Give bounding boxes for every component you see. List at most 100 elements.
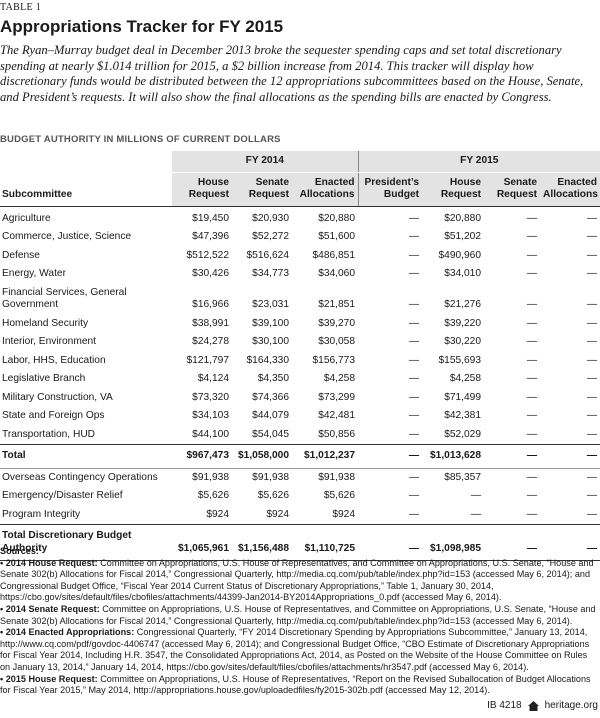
table-row: Homeland Security $38,991 $39,100 $39,270 — $… [0,315,600,334]
cell: $42,481 [318,410,356,421]
table-row: Energy, Water $30,426 $34,773 $34,060 — $34,0… [0,265,600,284]
title: Appropriations Tracker for FY 2015 [0,17,284,36]
column-header-row: Subcommittee House Request Senate Request E… [0,172,600,207]
cell: $1,065,961 [172,524,232,561]
source-lead: • 2014 House Request: [0,557,98,568]
cell: — [408,354,420,366]
row-name: Defense [2,249,40,261]
source-lead: • 2015 House Request: [0,673,98,684]
cell: — [526,317,538,329]
cell: — [526,471,538,483]
cell: $924 [206,508,229,520]
source-text: Congressional Quarterly, “FY 2014 Discre… [0,627,590,672]
cell: $1,110,725 [292,524,359,561]
cell: — [408,410,420,421]
row-name: Homeland Security [2,317,89,329]
cell: $51,600 [318,231,356,242]
column-header: House Request [422,172,485,207]
blank-cell [0,151,172,173]
row-name: Labor, HHS, Education [2,354,106,366]
source-text: Committee on Appropriations, U.S. House … [0,603,596,626]
cell: — [586,336,598,347]
cell: — [586,317,598,329]
cell: — [408,299,420,310]
cell: $47,396 [192,231,229,242]
cell: $34,060 [318,268,356,279]
cell: $42,381 [444,410,482,421]
cell: $85,357 [444,471,482,483]
cell: $44,100 [192,428,229,440]
cell: $121,797 [186,354,230,366]
table-row: Emergency/Disaster Relief $5,626 $5,626 $5,… [0,487,600,506]
column-header: Subcommittee [0,172,172,207]
cell: — [408,249,420,261]
cell: $50,856 [318,428,356,440]
cell: $967,473 [172,444,232,469]
cell: $5,626 [257,490,289,501]
data-table: FY 2014 FY 2015 Subcommittee House Request S… [0,151,600,561]
cell: — [484,524,541,561]
cell: — [586,490,598,501]
cell: $21,851 [318,299,356,310]
cell: $30,426 [192,268,229,279]
cell: — [470,508,482,520]
column-header: House Request [172,172,232,207]
column-header: Senate Request [232,172,292,207]
cell: $490,960 [438,249,482,261]
cell: $39,100 [252,317,289,329]
cell: — [408,317,420,329]
table-row: Total Discretionary Budget Authority $1,0… [0,524,600,561]
cell: — [586,471,598,483]
row-name: Total Discretionary Budget Authority [0,524,172,561]
source-item: • 2014 Enacted Appropriations: Congressi… [0,627,598,673]
row-name: Emergency/Disaster Relief [2,490,123,501]
cell: $23,031 [252,299,289,310]
cell: $20,880 [444,212,482,224]
row-name: Overseas Contingency Operations [2,471,158,483]
column-header: Enacted Allocations [292,172,359,207]
row-name: Interior, Environment [2,336,96,347]
cell: $5,626 [323,490,356,501]
cell: — [526,391,538,403]
cell: $39,270 [318,317,356,329]
cell: — [526,299,538,310]
cell: — [408,373,420,384]
cell: $5,626 [197,490,229,501]
cell: $1,156,488 [232,524,292,561]
table-row: Financial Services, General Government $1… [0,284,600,315]
table-row: Overseas Contingency Operations $91,938 $9… [0,468,600,487]
cell: — [526,508,538,520]
cell: — [586,268,598,279]
table-row: State and Foreign Ops $34,103 $44,079 $42,4… [0,407,600,426]
cell: $52,272 [252,231,289,242]
cell: — [526,354,538,366]
cell: — [408,212,420,224]
cell: $16,966 [192,299,229,310]
cell: $91,938 [318,471,356,483]
intro: The Ryan–Murray budget deal in December … [0,43,584,104]
row-name: Financial Services, General Government [2,286,127,311]
cell: — [586,212,598,224]
cell: — [586,428,598,440]
cell: $486,851 [312,249,356,261]
house-icon [527,700,539,711]
cell: $512,522 [186,249,230,261]
column-header: President’s Budget [357,172,423,207]
cell: $24,278 [192,336,229,347]
cell: — [358,444,423,469]
cell: — [484,444,541,469]
table-row: Labor, HHS, Education $121,797 $164,330 $15… [0,352,600,371]
cell: — [408,428,420,440]
table-row: Transportation, HUD $44,100 $54,045 $50,856… [0,426,600,445]
group-header-row: FY 2014 FY 2015 [0,151,600,173]
cell: — [586,249,598,261]
cell: $91,938 [252,471,289,483]
sources-heading: Sources: [0,546,39,556]
cell: $30,058 [318,336,356,347]
cell: $73,299 [318,391,356,403]
cell: — [526,428,538,440]
footer-id: IB 4218 [487,700,522,711]
sources: Sources: • 2014 House Request: Committee… [0,546,598,697]
